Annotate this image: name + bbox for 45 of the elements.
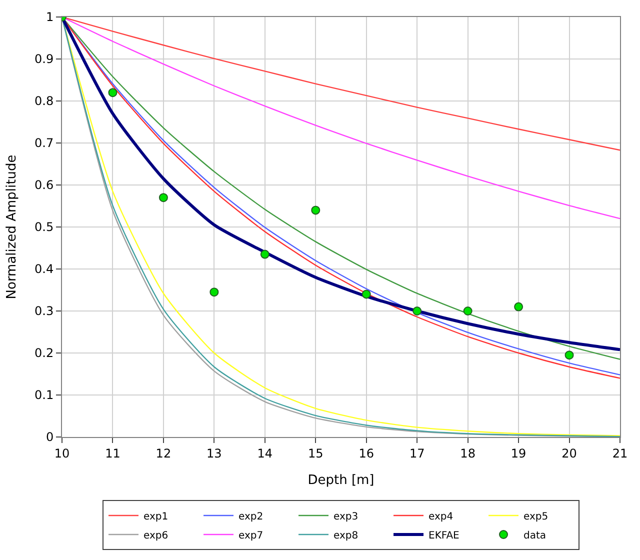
point — [311, 206, 320, 215]
x-tick-label: 18 — [460, 446, 476, 460]
y-tick-label: 0.9 — [34, 52, 54, 66]
y-tick-label: 0.7 — [34, 136, 54, 150]
x-tick-label: 12 — [156, 446, 172, 460]
point — [362, 290, 371, 299]
x-axis-title: Depth [m] — [308, 473, 374, 488]
y-tick-label: 0 — [46, 430, 54, 444]
legend-label: exp6 — [144, 530, 168, 542]
legend-label: exp1 — [144, 511, 168, 522]
point — [108, 88, 118, 98]
point — [210, 288, 219, 297]
x-tick-label: 15 — [308, 446, 324, 460]
x-tick-label: 16 — [358, 446, 374, 460]
point — [514, 302, 524, 312]
y-axis-title: Normalized Amplitude — [4, 154, 20, 300]
legend-label: exp5 — [524, 511, 548, 522]
legend-label: exp4 — [428, 511, 454, 522]
x-tick-label: 19 — [510, 446, 526, 460]
y-tick-label: 1 — [46, 10, 54, 24]
y-tick-label: 0.3 — [34, 304, 54, 318]
y-tick-label: 0.2 — [34, 346, 54, 360]
x-tick-label: 13 — [206, 446, 222, 460]
y-tick-label: 0.1 — [34, 388, 54, 402]
legend-label: exp2 — [238, 511, 264, 522]
x-tick-label: 21 — [612, 446, 628, 460]
legend-label: exp7 — [238, 530, 264, 542]
y-tick-label: 0.4 — [34, 262, 54, 276]
legend-label: EKFAE — [428, 530, 460, 542]
point — [463, 306, 472, 316]
point — [260, 250, 270, 259]
legend-label: exp8 — [334, 530, 358, 542]
legend-label: data — [524, 530, 546, 542]
x-tick-label: 20 — [562, 446, 577, 460]
y-tick-label: 0.5 — [34, 220, 54, 234]
y-tick-label: 0.6 — [34, 178, 54, 192]
point — [564, 350, 574, 360]
x-tick-label: 11 — [105, 446, 120, 460]
x-tick-label: 17 — [409, 446, 425, 460]
y-tick-label: 0.8 — [34, 94, 54, 108]
point — [412, 306, 422, 316]
legend-label: exp3 — [334, 511, 358, 522]
point — [158, 193, 168, 202]
x-tick-label: 14 — [257, 446, 273, 460]
x-tick-label: 10 — [54, 446, 70, 460]
